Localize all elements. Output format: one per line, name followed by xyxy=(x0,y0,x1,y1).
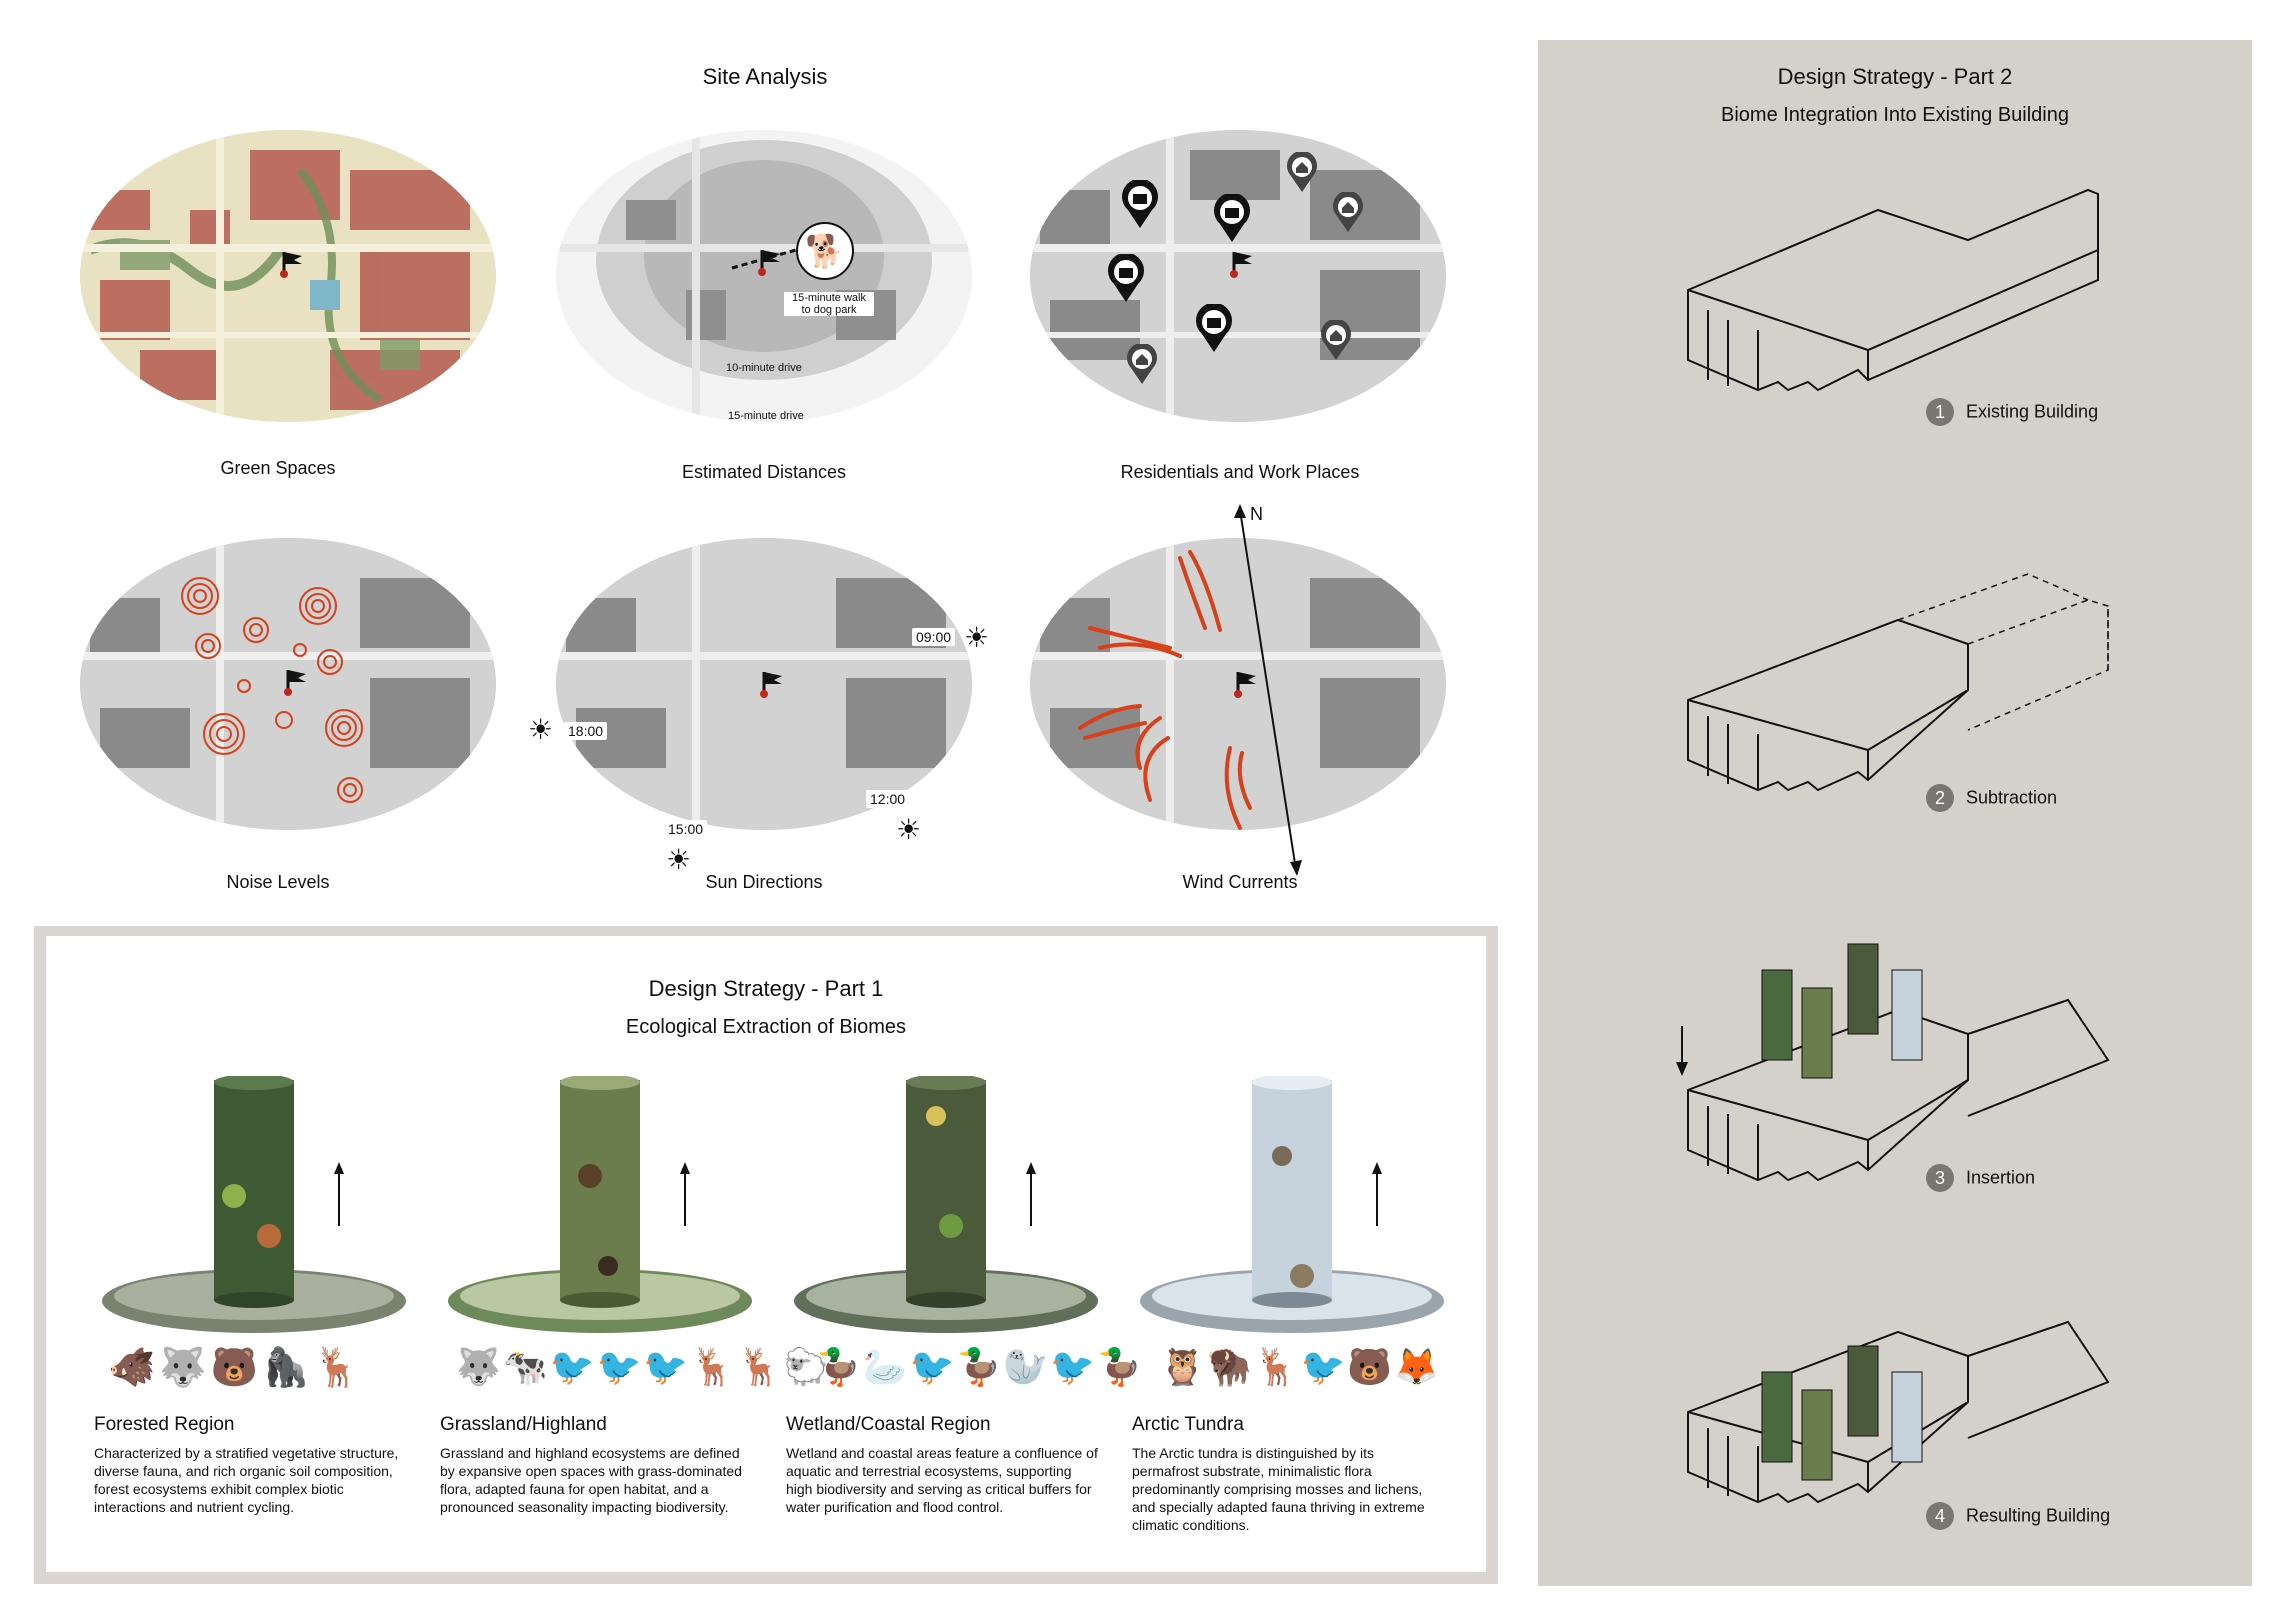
site-flag-icon xyxy=(284,668,310,696)
step-number-badge: 2 xyxy=(1926,784,1954,812)
part1-subtitle: Ecological Extraction of Biomes xyxy=(625,1016,907,1038)
site-flag-icon xyxy=(760,670,786,698)
part2-title: Design Strategy - Part 2 xyxy=(1777,64,2013,89)
wetland-fauna-icons: 🦆🦢🐦🦆🦭🐦🦆 xyxy=(816,1346,1144,1387)
sun-icon: ☀ xyxy=(666,844,692,875)
biome-arctic-illustration xyxy=(1132,1074,1452,1336)
briefcase-pin-icon xyxy=(1120,180,1160,230)
step-1-label: 1 Existing Building xyxy=(1926,398,2098,426)
building-subtraction-diagram xyxy=(1687,573,2109,792)
house-pin-icon xyxy=(1332,192,1364,234)
biome-arctic-title: Arctic Tundra xyxy=(1132,1414,1244,1435)
part1-title: Design Strategy - Part 1 xyxy=(648,976,884,1001)
biome-forested-illustration xyxy=(94,1074,414,1336)
house-pin-icon xyxy=(1126,344,1158,386)
biome-grassland-text: Grassland and highland ecosystems are de… xyxy=(440,1445,742,1515)
biome-wetland-illustration xyxy=(786,1074,1106,1336)
map-caption-sun-directions: Sun Directions xyxy=(705,872,823,892)
biome-grassland-title: Grassland/Highland xyxy=(440,1414,607,1435)
map-caption-noise-levels: Noise Levels xyxy=(226,872,330,892)
arctic-fauna-icons: 🦉🦬🦌🐦🐻🦊 xyxy=(1160,1346,1441,1387)
design-strategy-part2-panel: Design Strategy - Part 2 Biome Integrati… xyxy=(1538,40,2252,1586)
map-caption-green-spaces: Green Spaces xyxy=(220,458,336,478)
site-analysis-title: Site Analysis xyxy=(702,64,828,89)
site-flag-icon xyxy=(1230,250,1256,278)
building-existing-diagram xyxy=(1687,188,2099,392)
estimated-distances-map: 🐕 15-minute walk to dog park 10-minute dr… xyxy=(556,130,972,422)
building-resulting-diagram xyxy=(1687,1320,2110,1504)
sun-icon: ☀ xyxy=(528,714,554,745)
sun-time-1800: 18:00 xyxy=(564,722,608,740)
biome-grassland-illustration xyxy=(440,1074,760,1336)
house-pin-icon xyxy=(1286,152,1318,194)
house-pin-icon xyxy=(1320,320,1352,362)
map-caption-estimated-distances: Estimated Distances xyxy=(681,462,847,482)
grassland-fauna-icons: 🐺🐄🐦🐦🐦🦌🦌🐑 xyxy=(456,1346,831,1387)
step-2-label: 2 Subtraction xyxy=(1926,784,2057,812)
map-caption-wind-currents: Wind Currents xyxy=(1182,872,1298,892)
site-flag-icon xyxy=(280,250,306,278)
biome-arctic-text: The Arctic tundra is distinguished by it… xyxy=(1132,1445,1425,1533)
sun-directions-map xyxy=(556,538,972,830)
dog-icon: 🐕 xyxy=(796,222,854,280)
forest-fauna-icons: 🐗🐺🐻🦍🦌 xyxy=(108,1347,365,1389)
building-insertion-diagram xyxy=(1676,943,2110,1182)
map-caption-residentials: Residentials and Work Places xyxy=(1120,462,1360,482)
site-flag-icon xyxy=(758,248,784,276)
briefcase-pin-icon xyxy=(1106,254,1146,304)
sun-icon: ☀ xyxy=(964,622,990,653)
step-number-badge: 1 xyxy=(1926,398,1954,426)
step-4-label: 4 Resulting Building xyxy=(1926,1502,2110,1530)
walk-distance-label: 15-minute walk to dog park xyxy=(784,292,874,316)
drive-15-label: 15-minute drive xyxy=(728,410,804,422)
residentials-work-map xyxy=(1030,130,1446,422)
sun-time-1200: 12:00 xyxy=(866,790,910,808)
step-number-badge: 4 xyxy=(1926,1502,1954,1530)
green-spaces-map xyxy=(80,130,496,422)
sun-icon: ☀ xyxy=(896,814,922,845)
sun-time-0900: 09:00 xyxy=(912,628,956,646)
biome-wetland-title: Wetland/Coastal Region xyxy=(786,1414,991,1435)
north-label: N xyxy=(1250,504,1263,524)
biome-forested-text: Characterized by a stratified vegetative… xyxy=(94,1445,399,1515)
sun-time-1500: 15:00 xyxy=(664,820,708,838)
step-3-label: 3 Insertion xyxy=(1926,1164,2035,1192)
step-number-badge: 3 xyxy=(1926,1164,1954,1192)
briefcase-pin-icon xyxy=(1194,304,1234,354)
drive-10-label: 10-minute drive xyxy=(726,362,802,374)
briefcase-pin-icon xyxy=(1212,194,1252,244)
design-strategy-part1-panel: Design Strategy - Part 1 Ecological Extr… xyxy=(34,926,1498,1584)
north-arrow-icon xyxy=(1234,504,1302,876)
site-flag-icon xyxy=(1234,670,1260,698)
part2-subtitle: Biome Integration Into Existing Building xyxy=(1721,104,2069,126)
noise-levels-map xyxy=(80,538,496,830)
biome-forested-title: Forested Region xyxy=(94,1414,235,1435)
biome-wetland-text: Wetland and coastal areas feature a conf… xyxy=(786,1445,1098,1515)
